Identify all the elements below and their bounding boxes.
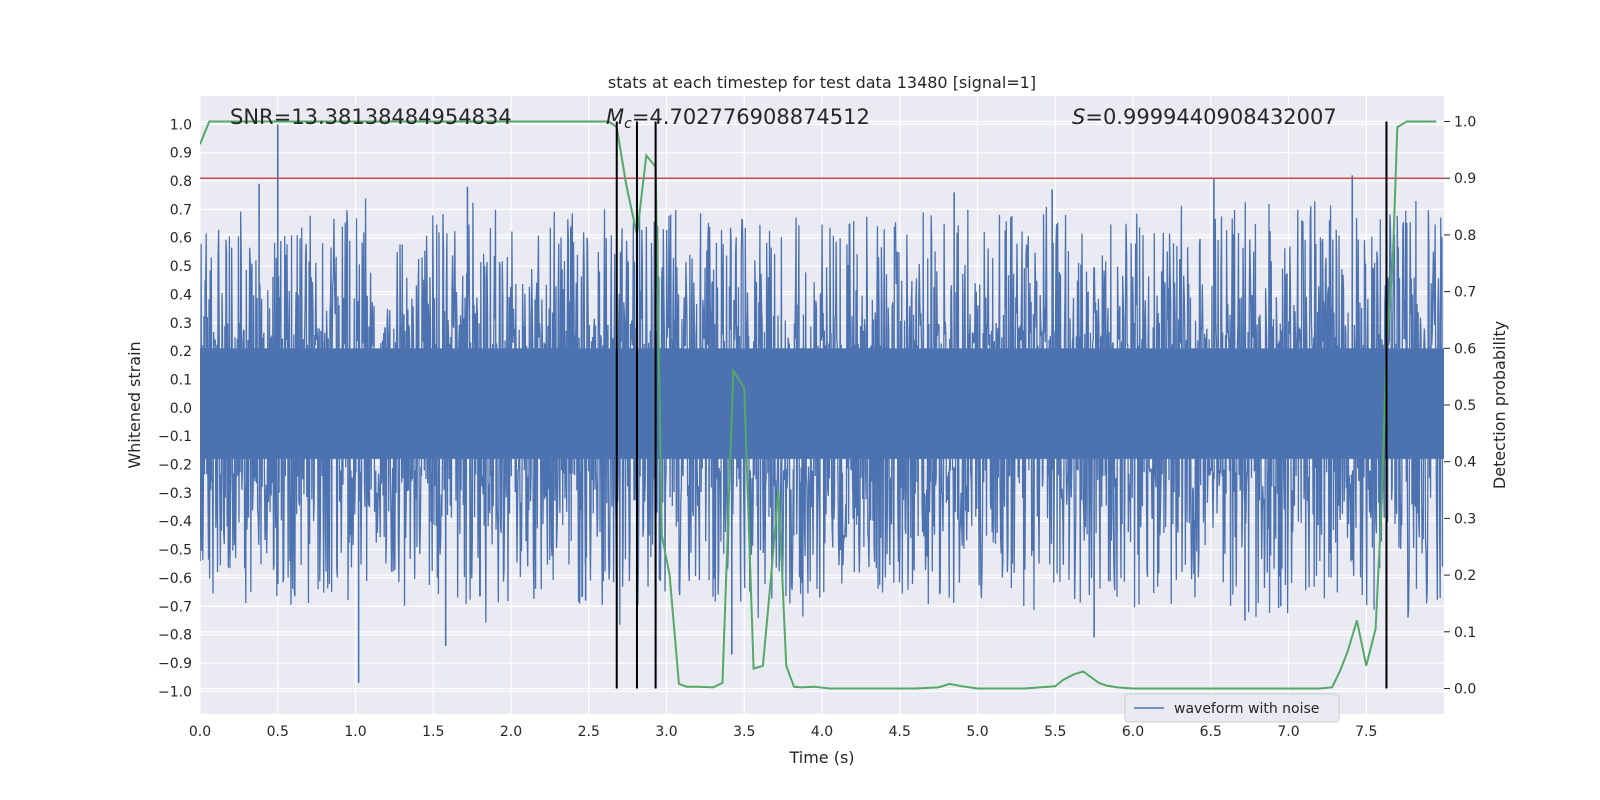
y2-tick-label: 0.3 — [1454, 511, 1476, 527]
s-annotation: S=0.9999440908432007 — [1072, 105, 1337, 129]
y-tick-label: −1.0 — [158, 684, 192, 700]
y-axis-label: Whitened strain — [125, 341, 144, 468]
y-tick-label: 0.4 — [170, 287, 192, 303]
legend-box — [1124, 693, 1340, 723]
y2-axis-label: Detection probability — [1490, 321, 1509, 489]
legend: waveform with noise — [1124, 693, 1340, 723]
y-tick-label: 0.9 — [170, 146, 192, 162]
x-axis-ticks: 0.0 0.5 1.0 1.5 2.0 2.5 3.0 3.5 4.0 4.5 5.0 5.5 6.0 6… — [189, 724, 1378, 740]
y2-tick-label: 0.6 — [1454, 341, 1476, 357]
y-tick-label: 0.1 — [170, 372, 192, 388]
snr-annotation: SNR=13.38138484954834 — [230, 105, 512, 129]
chirp-mass-subscript: c — [624, 116, 632, 132]
chirp-mass-value: =4.702776908874512 — [632, 105, 870, 129]
y-tick-label: −0.6 — [158, 571, 192, 587]
y2-tick-label: 1.0 — [1454, 115, 1476, 131]
x-tick-label: 4.0 — [811, 724, 833, 740]
x-tick-label: 3.0 — [655, 724, 677, 740]
x-axis-label: Time (s) — [788, 748, 854, 767]
x-tick-label: 5.5 — [1044, 724, 1066, 740]
chart-title: stats at each timestep for test data 134… — [608, 73, 1036, 92]
x-tick-label: 0.0 — [189, 724, 211, 740]
y-tick-label: −0.2 — [158, 458, 192, 474]
y2-tick-label: 0.1 — [1454, 625, 1476, 641]
x-tick-label: 6.0 — [1122, 724, 1144, 740]
y-tick-label: 1.0 — [170, 117, 192, 133]
y-tick-label: −0.7 — [158, 599, 192, 615]
y2-tick-label: 0.9 — [1454, 171, 1476, 187]
waveform-series — [200, 124, 1444, 683]
y2-tick-label: 0.0 — [1454, 681, 1476, 697]
y2-tick-label: 0.5 — [1454, 398, 1476, 414]
vertical-markers — [615, 121, 1388, 689]
s-symbol: S — [1072, 105, 1085, 129]
y-tick-label: −0.8 — [158, 628, 192, 644]
y-tick-label: 0.2 — [170, 344, 192, 360]
y-tick-label: −0.9 — [158, 656, 192, 672]
x-tick-label: 1.5 — [422, 724, 444, 740]
x-tick-label: 3.5 — [733, 724, 755, 740]
legend-label: waveform with noise — [1174, 701, 1319, 717]
chirp-mass-annotation: Mc=4.702776908874512 — [606, 105, 870, 132]
waveform-core-band — [200, 348, 1444, 459]
y2-tick-label: 0.4 — [1454, 455, 1476, 471]
y-tick-label: 0.7 — [170, 202, 192, 218]
y-tick-label: 0.3 — [170, 316, 192, 332]
y-axis-ticks: −1.0 −0.9 −0.8 −0.7 −0.6 −0.5 −0.4 −0.3 −0.2 −0.1… — [158, 117, 192, 700]
x-tick-label: 5.0 — [966, 724, 988, 740]
detection-probability-line — [200, 120, 1437, 690]
x-tick-label: 6.5 — [1200, 724, 1222, 740]
y2-tick-label: 0.8 — [1454, 228, 1476, 244]
y-tick-label: 0.5 — [170, 259, 192, 275]
x-tick-label: 2.0 — [500, 724, 522, 740]
x-tick-label: 0.5 — [267, 724, 289, 740]
y-tick-label: −0.3 — [158, 486, 192, 502]
y2-tick-label: 0.7 — [1454, 285, 1476, 301]
y-tick-label: −0.1 — [158, 429, 192, 445]
s-value: =0.9999440908432007 — [1085, 105, 1336, 129]
y-tick-label: −0.5 — [158, 543, 192, 559]
y-tick-label: 0.8 — [170, 174, 192, 190]
detection-probability-series — [200, 120, 1437, 690]
y2-axis-ticks: 0.0 0.1 0.2 0.3 0.4 0.5 0.6 0.7 0.8 0.9 1.0 — [1444, 115, 1476, 697]
x-tick-label: 2.5 — [578, 724, 600, 740]
chirp-mass-symbol: M — [606, 105, 624, 129]
x-tick-label: 7.0 — [1277, 724, 1299, 740]
y-tick-label: 0.0 — [170, 401, 192, 417]
x-tick-label: 1.0 — [344, 724, 366, 740]
y2-tick-label: 0.2 — [1454, 568, 1476, 584]
y-tick-label: 0.6 — [170, 231, 192, 247]
x-tick-label: 7.5 — [1355, 724, 1377, 740]
x-tick-label: 4.5 — [889, 724, 911, 740]
y-tick-label: −0.4 — [158, 514, 192, 530]
